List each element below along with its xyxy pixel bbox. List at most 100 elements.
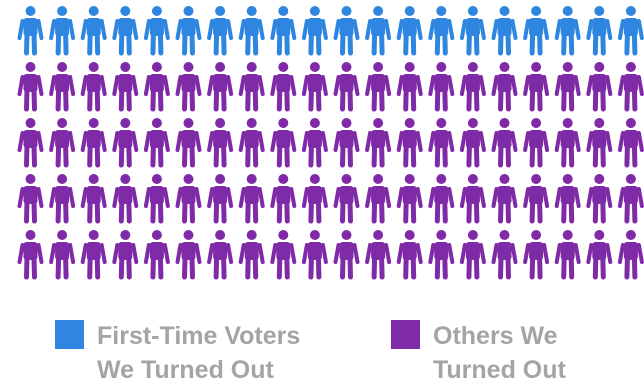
person-icon [396, 6, 423, 56]
person-icon [459, 6, 486, 56]
person-icon [207, 230, 234, 280]
person-icon [523, 118, 550, 168]
person-icon [491, 230, 518, 280]
person-icon [17, 230, 44, 280]
person-icon [238, 174, 265, 224]
person-icon [238, 230, 265, 280]
person-icon [396, 118, 423, 168]
person-icon [523, 62, 550, 112]
person-icon [301, 230, 328, 280]
person-icon [143, 174, 170, 224]
person-icon [617, 174, 644, 224]
person-icon [175, 174, 202, 224]
person-icon [270, 230, 297, 280]
person-icon [617, 230, 644, 280]
person-icon [238, 6, 265, 56]
person-icon [523, 230, 550, 280]
person-icon [207, 6, 234, 56]
person-icon [586, 174, 613, 224]
person-icon [523, 174, 550, 224]
person-icon [49, 230, 76, 280]
person-icon [586, 230, 613, 280]
legend-label-first-time-voters: First-Time Voters We Turned Out [97, 322, 301, 384]
person-icon [459, 118, 486, 168]
person-icon [17, 6, 44, 56]
person-icon [112, 230, 139, 280]
legend-item-others: Others We Turned Out [391, 320, 566, 387]
person-icon [459, 230, 486, 280]
person-icon [586, 6, 613, 56]
person-icon [554, 230, 581, 280]
person-icon [459, 174, 486, 224]
person-icon [617, 6, 644, 56]
person-icon [491, 118, 518, 168]
person-icon [301, 118, 328, 168]
person-icon [270, 62, 297, 112]
person-icon [207, 62, 234, 112]
person-icon [80, 6, 107, 56]
legend-swatch-first-time-voters [55, 320, 84, 349]
person-icon [365, 230, 392, 280]
person-icon [333, 6, 360, 56]
person-icon [270, 174, 297, 224]
person-icon [17, 62, 44, 112]
person-icon [617, 118, 644, 168]
person-icon [207, 174, 234, 224]
person-icon [333, 174, 360, 224]
person-icon [17, 118, 44, 168]
person-icon [143, 62, 170, 112]
person-icon [459, 62, 486, 112]
person-icon [365, 6, 392, 56]
person-icon [270, 118, 297, 168]
pictograph-chart [17, 6, 644, 280]
person-icon [301, 62, 328, 112]
person-icon [49, 62, 76, 112]
person-icon [491, 6, 518, 56]
person-icon [554, 62, 581, 112]
person-icon [586, 118, 613, 168]
person-icon [301, 6, 328, 56]
person-icon [112, 118, 139, 168]
person-icon [80, 174, 107, 224]
person-icon [112, 6, 139, 56]
person-icon [80, 230, 107, 280]
person-icon [175, 6, 202, 56]
person-icon [396, 174, 423, 224]
person-icon [112, 62, 139, 112]
person-icon [428, 118, 455, 168]
person-icon [365, 174, 392, 224]
person-icon [586, 62, 613, 112]
person-icon [112, 174, 139, 224]
person-icon [428, 62, 455, 112]
person-icon [238, 118, 265, 168]
person-icon [428, 6, 455, 56]
person-icon [365, 118, 392, 168]
person-icon [491, 174, 518, 224]
person-icon [17, 174, 44, 224]
person-icon [80, 62, 107, 112]
person-icon [617, 62, 644, 112]
person-icon [554, 6, 581, 56]
legend-swatch-others [391, 320, 420, 349]
person-icon [523, 6, 550, 56]
person-icon [396, 62, 423, 112]
person-icon [238, 62, 265, 112]
person-icon [333, 230, 360, 280]
person-icon [396, 230, 423, 280]
person-icon [49, 174, 76, 224]
person-icon [365, 62, 392, 112]
person-icon [491, 62, 518, 112]
person-icon [143, 230, 170, 280]
person-icon [333, 118, 360, 168]
person-icon [49, 6, 76, 56]
person-icon [270, 6, 297, 56]
person-icon [301, 174, 328, 224]
person-icon [143, 118, 170, 168]
legend-label-others: Others We Turned Out [433, 322, 566, 384]
person-icon [175, 118, 202, 168]
person-icon [333, 62, 360, 112]
person-icon [80, 118, 107, 168]
person-icon [554, 118, 581, 168]
person-icon [175, 230, 202, 280]
person-icon [175, 62, 202, 112]
